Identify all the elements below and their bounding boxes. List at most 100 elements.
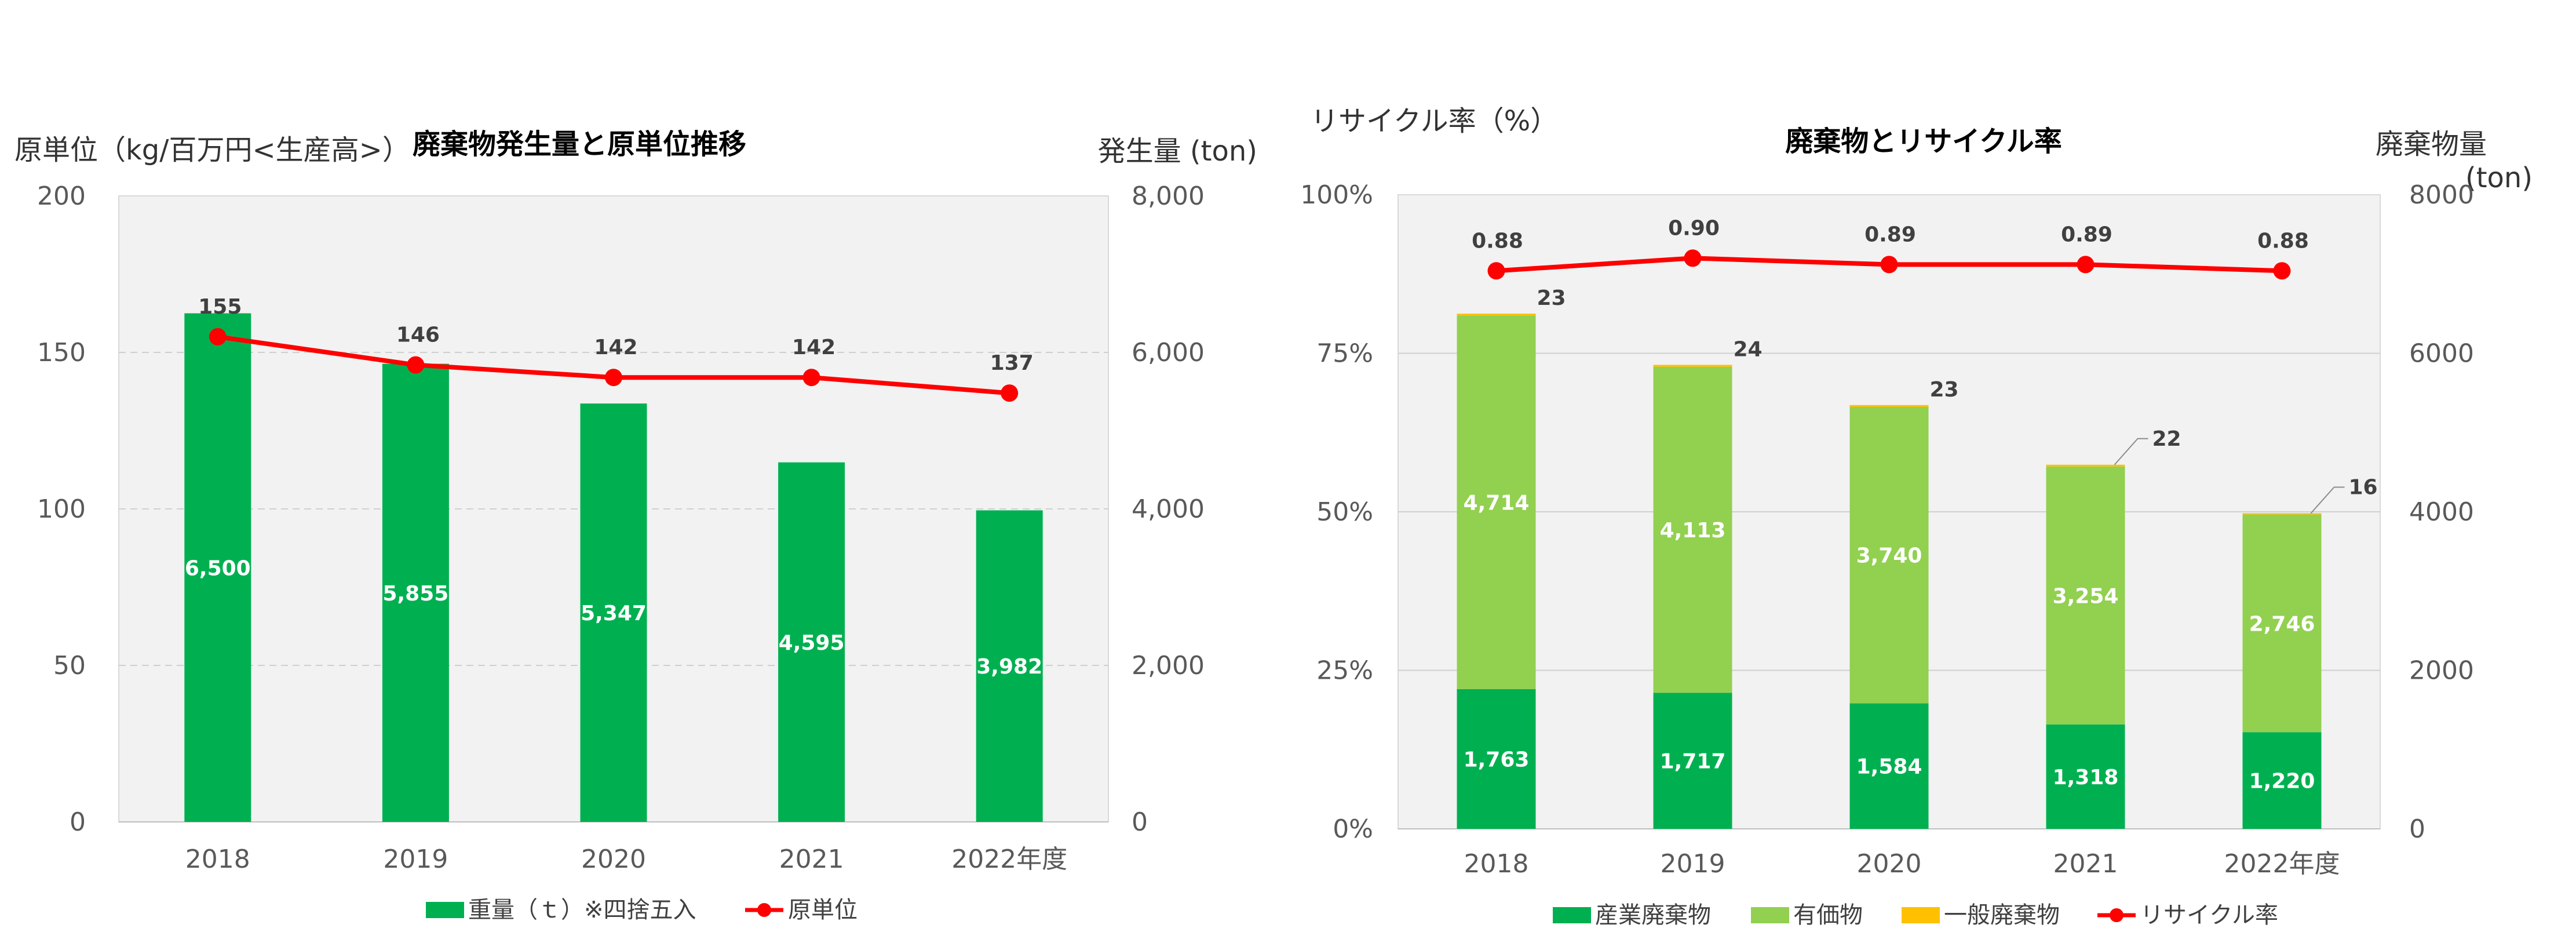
bar-data-label: 22 [2152,427,2181,451]
legend-label-recycle-rate: リサイクル率 [2140,902,2278,929]
line-data-label: 0.88 [2257,229,2309,253]
line-data-label: 142 [594,336,637,359]
bar-data-label: 24 [1734,337,1763,361]
x-tick-label: 2020 [581,845,646,874]
bar-weight [778,462,845,822]
bar-data-label: 2,746 [2249,612,2315,636]
left-tick-labels: 0% 25% 50% 75% 100% [1300,180,1373,844]
line-data-label: 0.89 [2061,223,2112,246]
right-tick-labels: 0 2000 4000 6000 8000 [2409,180,2474,844]
legend-label-valuables: 有価物 [1793,902,1863,929]
bar-general-waste [2242,513,2322,515]
line-data-label: 142 [792,336,835,359]
chart-waste-generation: 6,500 5,855 5,347 4,595 3,982 155 146 142 142 13… [14,128,1257,923]
left-tick-label: 100% [1300,180,1373,210]
line-data-label: 0.89 [1865,223,1916,246]
bar-data-label: 23 [1537,286,1566,310]
chart-title: 廃棄物とリサイクル率 [1785,125,2062,158]
x-tick-label: 2019 [1661,849,1725,879]
bar-data-label: 23 [1930,378,1959,402]
right-tick-label: 4,000 [1132,494,1205,524]
legend: 重量（ｔ）※四捨五入 原単位 [426,897,858,923]
line-point [1001,384,1019,402]
line-point [1487,262,1505,280]
left-tick-labels: 0 50 100 150 200 [37,181,86,837]
x-tick-label: 2022年度 [2224,849,2340,879]
x-tick-label: 2021 [779,845,844,874]
bar-general-waste [2046,464,2125,467]
bar-data-label: 6,500 [185,556,251,580]
bar-weight [580,403,647,822]
bar-data-label: 5,855 [382,582,448,606]
bar-data-label: 16 [2349,475,2378,499]
left-tick-label: 150 [37,338,86,367]
bar-data-label: 3,982 [976,655,1042,679]
x-tick-labels: 2018 2019 2020 2021 2022年度 [1464,849,2340,879]
line-data-label: 0.90 [1668,216,1720,240]
line-point [1880,256,1898,274]
bar-weight [382,363,449,822]
bar-industrial-waste [1457,689,1536,829]
left-tick-label: 25% [1316,656,1373,686]
right-tick-label: 6,000 [1132,338,1205,367]
legend-marker-recycle-rate [2110,908,2123,922]
line-point [2273,262,2291,280]
bar-series: 6,500 5,855 5,347 4,595 3,982 [184,313,1043,822]
left-axis-unit: リサイクル率（%） [1311,105,1558,137]
legend: 産業廃棄物 有価物 一般廃棄物 リサイクル率 [1553,902,2278,929]
legend-label-general: 一般廃棄物 [1944,902,2060,929]
right-tick-label: 6000 [2409,339,2474,369]
legend-label-weight: 重量（ｔ）※四捨五入 [468,897,696,923]
right-tick-labels: 0 2,000 4,000 6,000 8,000 [1132,181,1205,837]
bar-data-label: 3,254 [2053,584,2119,608]
bar-weight [976,510,1043,822]
line-data-label: 155 [198,295,242,319]
bar-general-waste [1457,314,1536,316]
line-point [605,369,622,387]
bar-industrial-waste [2242,732,2322,829]
bar-data-label: 4,595 [779,631,845,655]
bar-valuables [1457,315,1536,689]
bar-general-waste [1849,405,1929,407]
chart-title: 廃棄物発生量と原単位推移 [413,128,746,161]
legend-swatch-general [1902,907,1940,923]
legend-marker-intensity [757,903,771,917]
legend-swatch-weight [426,902,464,918]
right-axis-unit-line1: 廃棄物量 [2376,128,2487,161]
right-tick-label: 0 [2409,814,2425,844]
legend-swatch-valuables [1751,907,1789,923]
bar-series: 1,763 4,714 23 1,717 4,113 24 1,584 3,740 23 1,31… [1457,286,2378,829]
bar-industrial-waste [1849,703,1929,829]
right-tick-label: 8000 [2409,180,2474,210]
line-point [209,328,227,345]
bar-data-label: 1,584 [1856,755,1922,779]
legend-label-industrial: 産業廃棄物 [1595,902,1711,929]
line-data-label: 0.88 [1472,229,1523,253]
line-data-label: 137 [990,351,1034,375]
x-tick-label: 2022年度 [951,845,1067,874]
left-tick-label: 50% [1316,497,1373,527]
line-point [2077,256,2095,274]
left-tick-label: 100 [37,494,86,524]
line-series: 155 146 142 142 137 [198,295,1034,402]
x-tick-label: 2020 [1857,849,1922,879]
leader-line [2310,486,2345,514]
left-tick-label: 200 [37,181,86,211]
bar-valuables [2242,514,2322,733]
right-axis-unit: 発生量 (ton) [1098,135,1257,168]
bar-valuables [2046,466,2125,725]
right-tick-label: 2,000 [1132,651,1205,680]
left-tick-label: 50 [53,651,86,680]
right-tick-label: 2000 [2409,656,2474,686]
leader-line [2114,438,2148,465]
x-tick-label: 2021 [2053,849,2118,879]
right-axis-unit-line2: (ton) [2465,162,2533,194]
bar-data-label: 1,763 [1464,748,1530,771]
bar-data-label: 4,113 [1660,519,1726,543]
left-axis-unit: 原単位（kg/百万円<生産高>） [14,134,410,166]
bar-data-label: 1,717 [1660,750,1726,774]
line-point [1684,249,1702,267]
line-data-label: 146 [396,323,440,347]
bar-data-label: 4,714 [1464,492,1530,515]
